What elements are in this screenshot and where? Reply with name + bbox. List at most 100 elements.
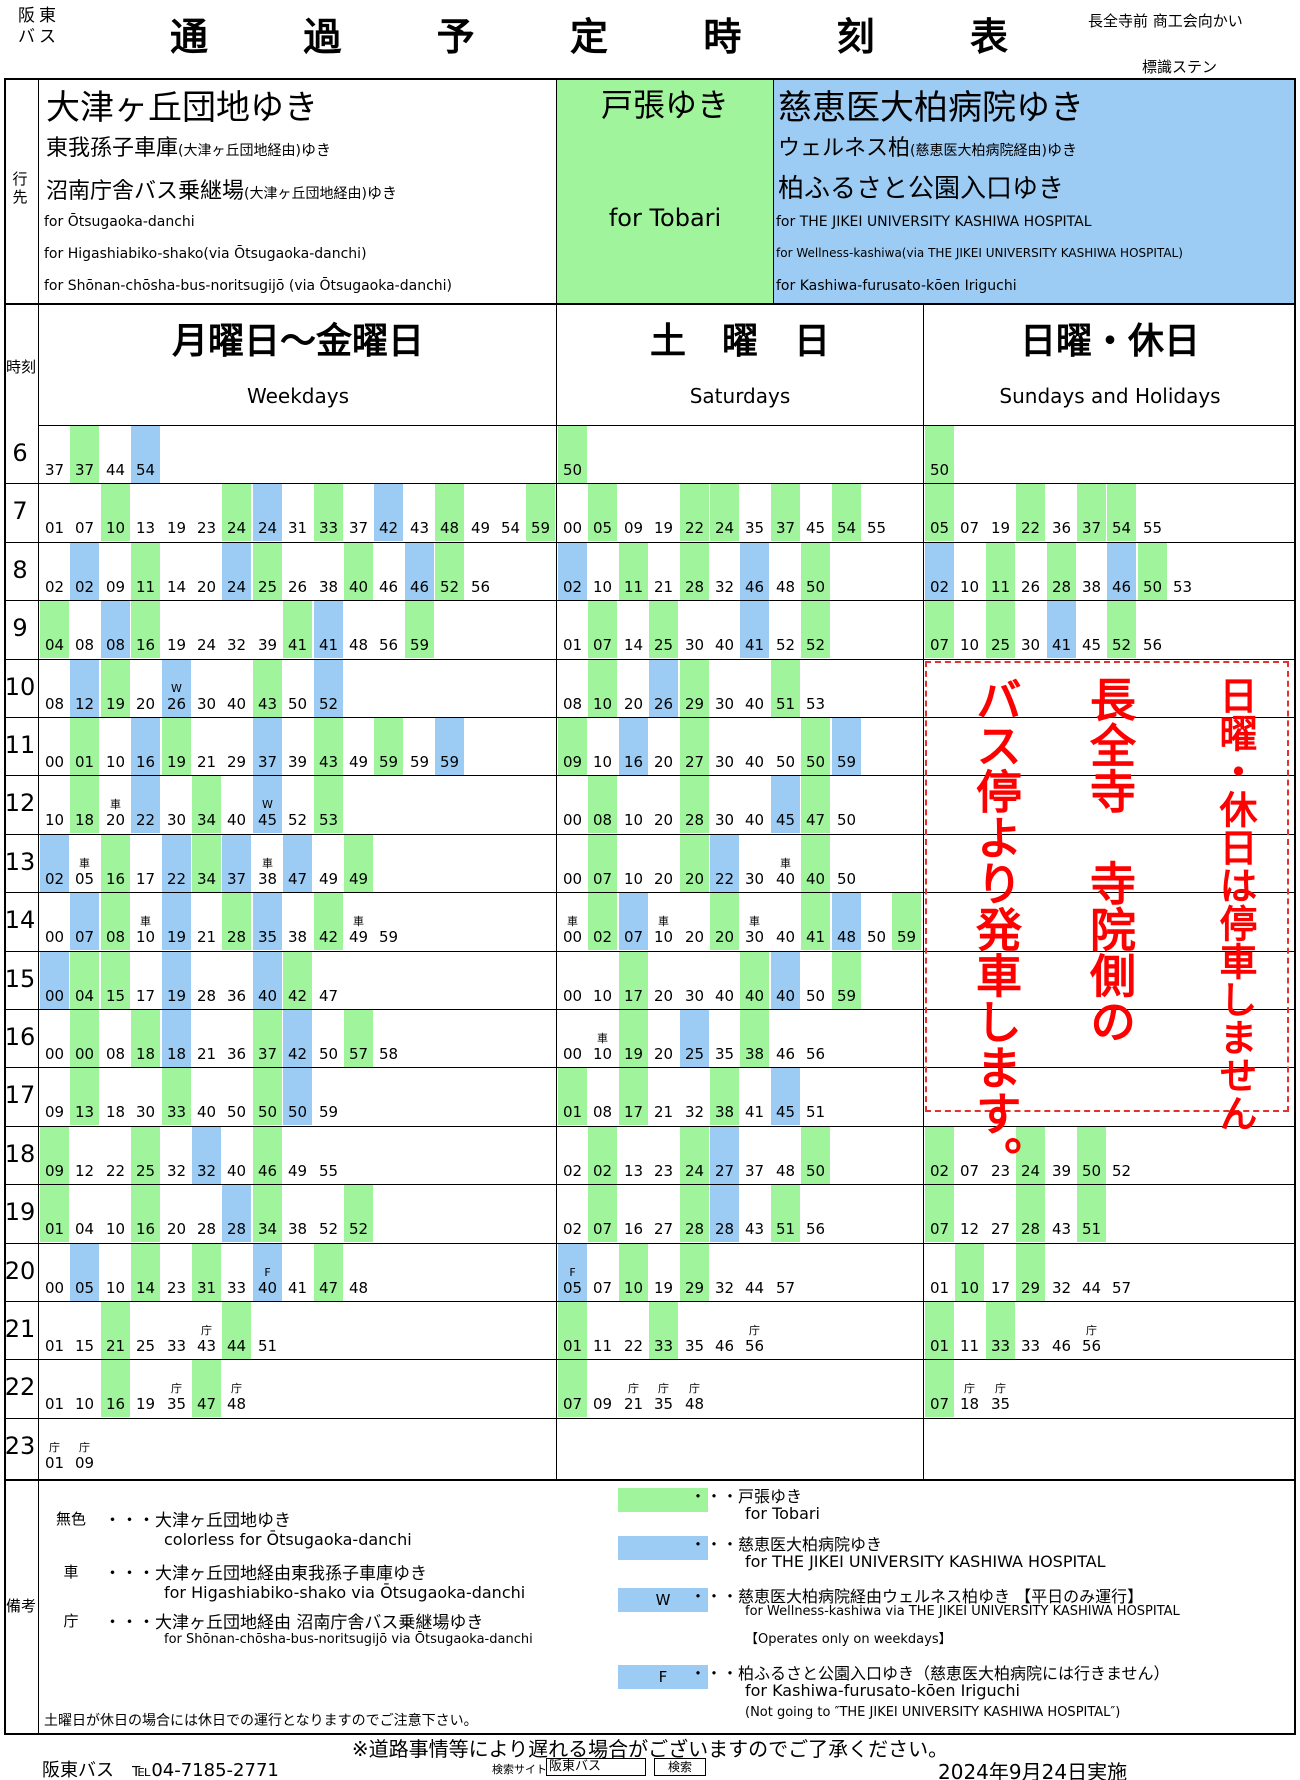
departure-cell: 車 10 xyxy=(131,893,160,950)
departure-minute: 17 xyxy=(990,1279,1011,1297)
departure-cell: 50 xyxy=(832,835,861,892)
departure-cell: 52 xyxy=(435,543,464,600)
grid-line xyxy=(556,78,557,1479)
departure-mark xyxy=(1077,624,1106,636)
departure-cell: 50 xyxy=(771,718,800,775)
departure-mark xyxy=(649,799,678,811)
departure-cell: 50 xyxy=(801,952,830,1009)
departure-mark xyxy=(374,566,403,578)
departure-minute: 27 xyxy=(684,753,705,771)
departure-minute: 16 xyxy=(105,1395,126,1413)
departure-mark xyxy=(955,1208,984,1220)
departure-mark xyxy=(162,1208,191,1220)
departure-minute: 07 xyxy=(592,1220,613,1238)
departure-mark xyxy=(558,1383,587,1395)
departure-minute: 26 xyxy=(653,695,674,713)
departure-minute: 07 xyxy=(623,928,644,946)
departure-mark xyxy=(101,624,130,636)
departure-cell: 40 xyxy=(771,893,800,950)
departure-minute: 52 xyxy=(775,636,796,654)
departure-minute: 08 xyxy=(105,636,126,654)
departure-minute: 22 xyxy=(166,870,187,888)
departure-mark xyxy=(740,1208,769,1220)
departure-cell: 28 xyxy=(192,952,221,1009)
departure-mark xyxy=(588,507,617,519)
departure-minute: 37 xyxy=(257,1045,278,1063)
departure-minute: 38 xyxy=(287,928,308,946)
departure-minute: 10 xyxy=(105,1279,126,1297)
departure-mark: 庁 xyxy=(628,1382,639,1395)
departure-mark xyxy=(986,1267,1015,1279)
departure-minute: 20 xyxy=(653,811,674,829)
departure-cell: 庁 35 xyxy=(986,1360,1015,1417)
departure-mark xyxy=(283,858,312,870)
departure-cell: 50 xyxy=(832,776,861,833)
departure-mark xyxy=(283,741,312,753)
departure-cell: 07 xyxy=(955,1127,984,1184)
departure-minute: 37 xyxy=(257,753,278,771)
departure-mark xyxy=(740,741,769,753)
search-button[interactable]: 検索 xyxy=(654,1758,706,1776)
departure-mark xyxy=(588,858,617,870)
departure-minute: 05 xyxy=(929,519,950,537)
departure-cell: 31 xyxy=(283,484,312,541)
departure-minute: 20 xyxy=(653,753,674,771)
departure-mark xyxy=(558,741,587,753)
departure-mark xyxy=(558,1091,587,1103)
departure-mark xyxy=(131,1383,160,1395)
search-input[interactable]: 阪東バス xyxy=(546,1758,646,1776)
departure-minute: 32 xyxy=(226,636,247,654)
departure-cell: 40 xyxy=(222,1127,251,1184)
departure-cell: 47 xyxy=(314,1244,343,1301)
departure-cell: 30 xyxy=(680,952,709,1009)
departure-mark xyxy=(374,741,403,753)
departure-cell: 30 xyxy=(131,1068,160,1125)
departure-minute: 40 xyxy=(805,870,826,888)
departure-minute: 18 xyxy=(74,811,95,829)
departure-minute: 42 xyxy=(318,928,339,946)
departure-mark xyxy=(344,741,373,753)
dest-white-line3: 沼南庁舎バス乗継場(大津ヶ丘団地経由)ゆき xyxy=(46,179,397,204)
departure-mark xyxy=(1107,507,1136,519)
departure-cell: 41 xyxy=(801,893,830,950)
departure-mark xyxy=(40,799,69,811)
departure-mark xyxy=(253,624,282,636)
departure-mark: 車 xyxy=(262,857,273,870)
departure-cell: 29 xyxy=(1016,1244,1045,1301)
departure-mark xyxy=(1047,1208,1076,1220)
departure-mark xyxy=(1016,1267,1045,1279)
departure-minute: 28 xyxy=(1051,578,1072,596)
departure-cell: 07 xyxy=(588,601,617,658)
departure-cell: 27 xyxy=(680,718,709,775)
departure-mark xyxy=(374,916,403,928)
departure-cell: 01 xyxy=(40,1302,69,1359)
grid-line xyxy=(773,78,774,303)
departure-cell: 50 xyxy=(283,1068,312,1125)
departure-minute: 18 xyxy=(135,1045,156,1063)
departure-mark xyxy=(619,1033,648,1045)
departure-cell: 02 xyxy=(558,1185,587,1242)
departure-cell: 25 xyxy=(649,601,678,658)
departure-cell: 44 xyxy=(740,1244,769,1301)
departure-cell: 57 xyxy=(1107,1244,1136,1301)
stop-type: 標識ステン xyxy=(1142,58,1218,76)
departure-minute: 50 xyxy=(929,461,950,479)
departure-mark xyxy=(70,799,99,811)
departure-cell: 23 xyxy=(192,484,221,541)
departure-minute: 07 xyxy=(959,1162,980,1180)
departure-minute: 20 xyxy=(166,1220,187,1238)
departure-cell: 55 xyxy=(1138,484,1167,541)
departure-minute: 49 xyxy=(348,753,369,771)
departure-mark xyxy=(131,1325,160,1337)
departure-mark: 庁 xyxy=(749,1324,760,1337)
departure-mark xyxy=(619,1267,648,1279)
grid-line xyxy=(4,659,1296,660)
legend-text-en: colorless for Ōtsugaoka-danchi xyxy=(164,1530,412,1549)
departure-cell: 49 xyxy=(283,1127,312,1184)
departure-cell: 01 xyxy=(925,1302,954,1359)
departure-cell: F 05 xyxy=(558,1244,587,1301)
departure-minute: 38 xyxy=(1081,578,1102,596)
departure-cell: 車 49 xyxy=(344,893,373,950)
departure-cell: 01 xyxy=(40,1360,69,1417)
departure-minute: 40 xyxy=(714,636,735,654)
